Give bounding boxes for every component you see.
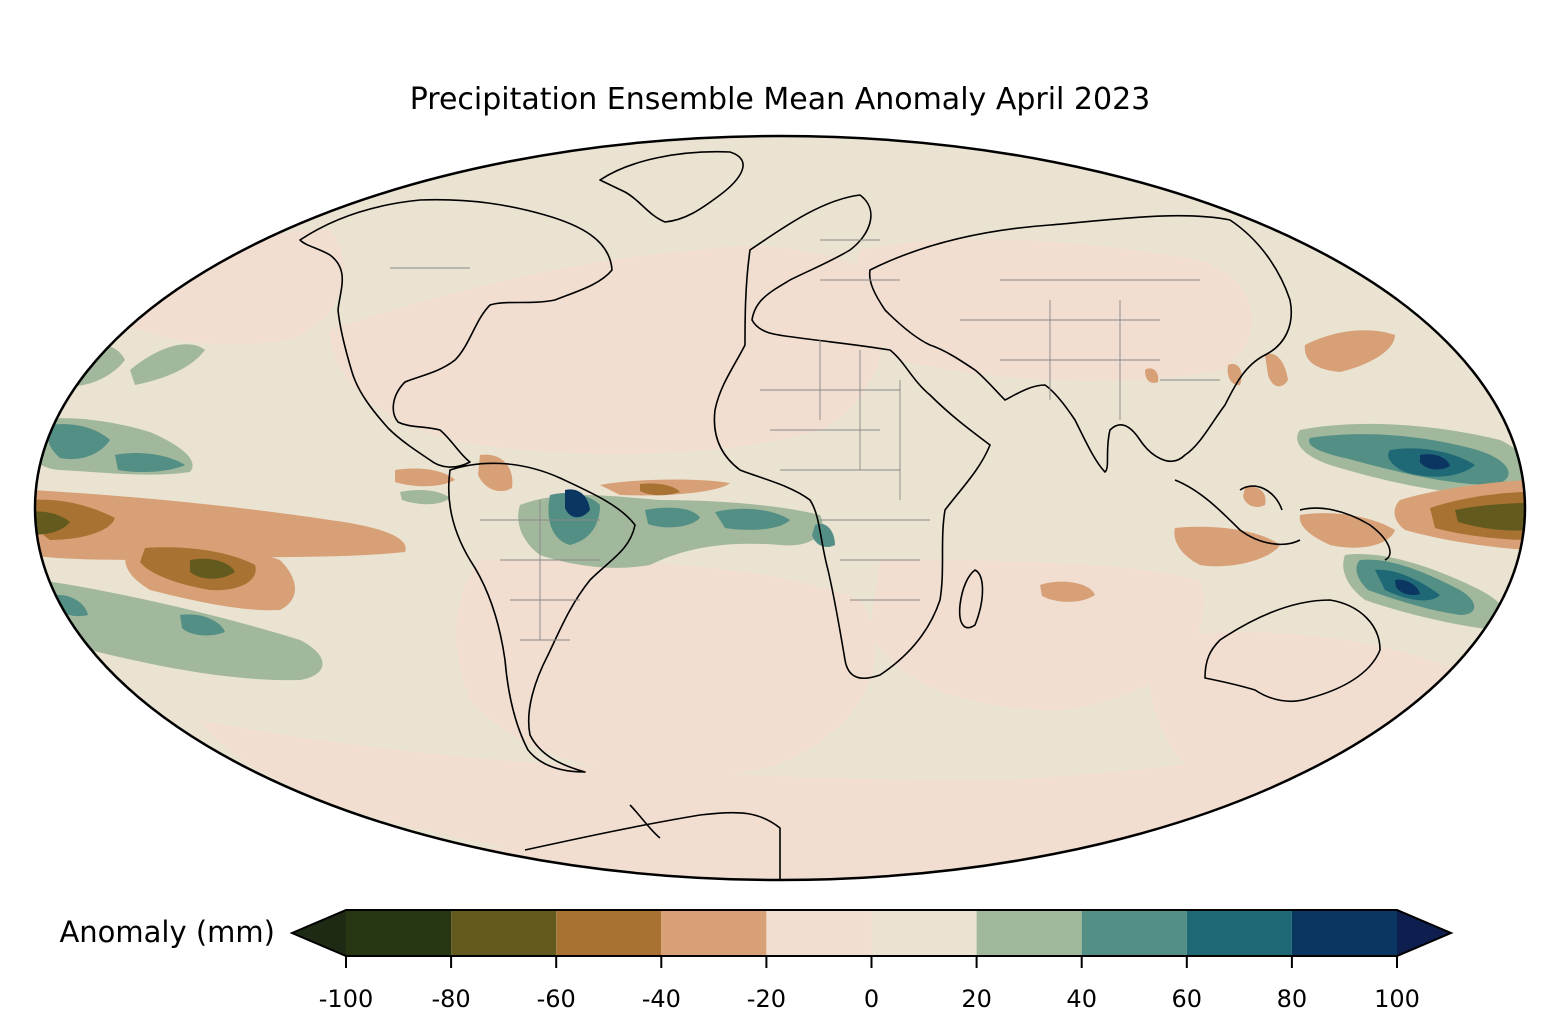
- country-borders: [390, 239, 1220, 641]
- anomaly-region-indian-ocean: [870, 560, 1204, 710]
- anomaly-negative-band-7: [395, 468, 455, 487]
- anomaly-negative-band-19: [1243, 486, 1266, 507]
- colorbar-tick-label: 60: [1172, 985, 1203, 1013]
- anomaly-positive-band-19: [1420, 454, 1450, 470]
- anomaly-positive-band-3: [115, 453, 185, 473]
- colorbar-bins: [346, 910, 1397, 956]
- anomaly-negative-band-10: [640, 483, 680, 496]
- colorbar-tick-label: 80: [1277, 985, 1308, 1013]
- anomaly-positive-band-6: [39, 580, 323, 681]
- colorbar-bin-1: [451, 910, 557, 956]
- anomaly-negative-band-1: [35, 490, 406, 560]
- anomaly-positive-band-7: [180, 614, 225, 636]
- mollweide-globe: [33, 134, 1527, 882]
- anomaly-positive-band-12: [645, 507, 700, 528]
- colorbar-ticks: -100 -80 -60 -40 -20 0 20 40 60 80 100: [319, 956, 1420, 1013]
- colorbar-bin-6: [976, 910, 1082, 956]
- anomaly-positive-band-13: [715, 508, 790, 530]
- antarctica-coastline: [524, 804, 781, 880]
- colorbar-bin-3: [661, 910, 767, 956]
- anomaly-negative-band-11: [1304, 330, 1395, 372]
- anomaly-negative-band-18: [1174, 526, 1280, 567]
- colorbar-bin-4: [766, 910, 872, 956]
- colorbar-tick-label: 40: [1066, 985, 1097, 1013]
- anomaly-positive-band-23: [1395, 579, 1420, 596]
- asia-coastline: [868, 214, 1292, 473]
- greenland-coastline: [599, 150, 744, 223]
- anomaly-negative-band-6: [190, 558, 235, 579]
- colorbar-tick-label: -20: [747, 985, 786, 1013]
- anomaly-negative-band-17: [1455, 503, 1525, 531]
- anomaly-positive-band-15: [812, 523, 835, 547]
- colorbar-over-arrow: [1397, 910, 1451, 956]
- colorbar-bin-5: [871, 910, 977, 956]
- colorbar-tick-label: -100: [319, 985, 373, 1013]
- australia-coastline: [1204, 599, 1381, 702]
- anomaly-positive-band-14: [565, 489, 590, 518]
- anomaly-positive-band-5: [130, 344, 205, 385]
- colorbar-tick-label: 20: [961, 985, 992, 1013]
- south-america-coastline: [447, 462, 636, 773]
- colorbar-tick-label: -40: [642, 985, 681, 1013]
- anomaly-region-eurasia: [856, 239, 1253, 381]
- globe-outline: [33, 134, 1527, 882]
- coastlines: [299, 150, 1391, 880]
- north-america-coastline: [299, 198, 613, 468]
- colorbar-bin-9: [1291, 910, 1397, 956]
- colorbar-tick-label: 0: [864, 985, 879, 1013]
- colorbar-label: Anomaly (mm): [59, 915, 275, 949]
- colorbar-bin-8: [1186, 910, 1292, 956]
- colorbar-tick-label: -60: [537, 985, 576, 1013]
- colorbar-under-arrow: [292, 910, 346, 956]
- madagascar-coastline: [958, 569, 984, 629]
- anomaly-negative-band-12: [1265, 353, 1288, 387]
- anomaly-positive-band-2: [47, 424, 110, 460]
- anomaly-negative-band-20: [1299, 513, 1395, 548]
- colorbar: Anomaly (mm) -100 -80 -60 -40 -20 0 20 40 60 80 10…: [59, 909, 1454, 1013]
- anomaly-positive-band-9: [400, 490, 450, 505]
- anomaly-region-north-pacific: [90, 230, 345, 345]
- colorbar-bin-0: [346, 910, 452, 956]
- anomaly-negative-band-4: [35, 511, 70, 535]
- colorbar-tick-label: -80: [431, 985, 470, 1013]
- anomaly-negative-band-21: [1040, 581, 1095, 602]
- colorbar-bin-7: [1081, 910, 1187, 956]
- anomaly-region-south-atlantic: [456, 560, 876, 777]
- anomaly-region-southern-ocean: [200, 720, 1450, 870]
- colorbar-bin-2: [556, 910, 662, 956]
- europe-africa-coastline: [713, 194, 991, 679]
- map-title: Precipitation Ensemble Mean Anomaly Apri…: [410, 82, 1151, 117]
- anomaly-negative-band-13: [1145, 368, 1159, 383]
- maritime-continent-coastline: [1174, 479, 1391, 561]
- colorbar-tick-label: 100: [1374, 985, 1420, 1013]
